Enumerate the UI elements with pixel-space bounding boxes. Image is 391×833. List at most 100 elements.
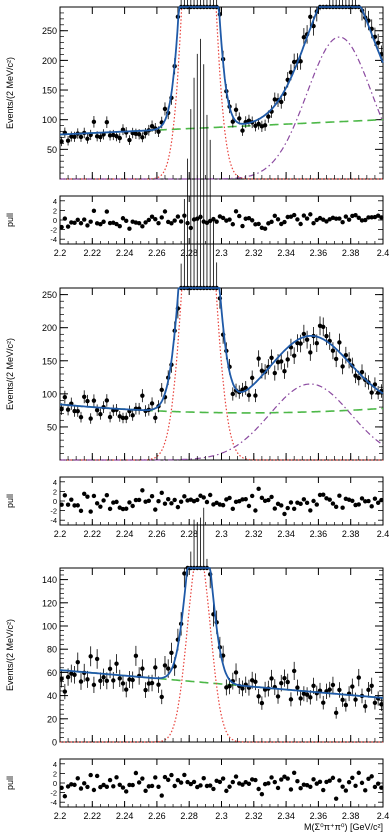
x-tick-label: 2.38 bbox=[342, 811, 360, 821]
x-tick-label: 2.26 bbox=[148, 811, 166, 821]
pull-point bbox=[85, 784, 90, 790]
data-point bbox=[72, 408, 77, 414]
data-point bbox=[298, 59, 303, 64]
y-tick-label: 20 bbox=[47, 714, 57, 724]
data-point bbox=[279, 99, 284, 105]
data-point bbox=[159, 387, 164, 393]
pull-point bbox=[375, 781, 381, 786]
pull-point bbox=[59, 785, 64, 791]
pull-point bbox=[182, 772, 187, 778]
pull-point bbox=[217, 779, 223, 785]
pull-point bbox=[82, 217, 87, 222]
x-tick-label: 2.22 bbox=[84, 811, 102, 821]
pull-point bbox=[78, 786, 84, 791]
pull-point bbox=[114, 775, 119, 780]
pull-point bbox=[237, 499, 242, 504]
pull-point bbox=[207, 492, 213, 498]
pull-point bbox=[146, 784, 152, 789]
data-point bbox=[166, 666, 171, 671]
data-point bbox=[298, 696, 303, 701]
data-point bbox=[353, 373, 358, 378]
pull-point bbox=[143, 788, 148, 793]
pull-point bbox=[304, 500, 310, 506]
pull-tick-label: -2 bbox=[50, 789, 57, 798]
pull-point bbox=[333, 504, 339, 510]
data-point bbox=[359, 369, 365, 375]
pull-point bbox=[169, 501, 174, 506]
data-point bbox=[130, 677, 135, 683]
x-tick-label: 2.32 bbox=[245, 529, 263, 539]
total-fit-curve bbox=[60, 6, 384, 136]
pull-point bbox=[59, 502, 64, 507]
x-tick-label: 2.26 bbox=[148, 248, 166, 258]
y-axis-label: Events/(2 MeV/c²) bbox=[5, 619, 15, 691]
pull-point bbox=[72, 220, 77, 226]
data-point bbox=[311, 683, 316, 688]
pull-point bbox=[249, 493, 255, 499]
pull-point bbox=[240, 782, 245, 787]
data-point bbox=[233, 107, 239, 112]
pull-point bbox=[156, 784, 161, 789]
pull-point bbox=[162, 501, 168, 506]
x-tick-label: 2.4 bbox=[377, 811, 390, 821]
pull-point bbox=[321, 787, 326, 793]
data-point bbox=[285, 679, 290, 685]
pull-point bbox=[233, 774, 239, 779]
pull-point bbox=[379, 215, 384, 220]
second-peak-curve bbox=[60, 383, 384, 461]
data-point bbox=[59, 139, 64, 144]
data-point bbox=[127, 137, 132, 143]
pull-point bbox=[337, 216, 342, 221]
data-point bbox=[149, 123, 155, 129]
pull-point bbox=[314, 502, 319, 507]
data-point bbox=[143, 687, 148, 693]
pull-point bbox=[343, 788, 349, 793]
data-point bbox=[156, 682, 161, 687]
data-point bbox=[88, 416, 93, 421]
data-point bbox=[62, 689, 68, 694]
data-point bbox=[333, 710, 339, 716]
pull-point bbox=[94, 773, 100, 779]
pull-point bbox=[175, 777, 181, 783]
data-point bbox=[75, 659, 80, 665]
y-tick-label: 120 bbox=[42, 598, 57, 608]
data-point bbox=[301, 331, 307, 337]
pull-point bbox=[195, 497, 200, 503]
data-point bbox=[301, 35, 307, 40]
pull-point bbox=[169, 221, 174, 226]
pull-point bbox=[295, 217, 300, 222]
pull-point bbox=[140, 488, 145, 493]
data-point bbox=[72, 672, 77, 677]
data-point bbox=[227, 683, 232, 689]
data-point bbox=[256, 356, 261, 361]
data-point bbox=[249, 375, 255, 381]
pull-point bbox=[230, 779, 236, 785]
data-point bbox=[120, 415, 126, 421]
pull-point bbox=[140, 224, 145, 229]
pull-point bbox=[249, 218, 255, 223]
y-tick-label: 140 bbox=[42, 575, 57, 585]
pull-point bbox=[107, 506, 113, 512]
pull-point bbox=[337, 493, 342, 498]
data-point bbox=[321, 324, 326, 330]
pull-point bbox=[162, 209, 168, 214]
pull-point bbox=[59, 224, 64, 230]
pull-point bbox=[69, 497, 74, 502]
pull-point bbox=[240, 497, 245, 502]
pull-point bbox=[246, 781, 252, 787]
pull-point bbox=[178, 499, 184, 504]
data-point bbox=[159, 694, 164, 700]
data-point bbox=[291, 668, 297, 674]
pull-point bbox=[166, 777, 171, 783]
total-fit-curve bbox=[59, 567, 384, 699]
data-point bbox=[136, 132, 142, 137]
y-axis-label: Events/(2 MeV/c²) bbox=[5, 338, 15, 410]
y-tick-label: 200 bbox=[42, 56, 57, 66]
x-tick-label: 2.4 bbox=[377, 529, 390, 539]
data-point bbox=[114, 661, 119, 666]
pull-point bbox=[298, 221, 303, 227]
pull-point bbox=[75, 776, 80, 781]
